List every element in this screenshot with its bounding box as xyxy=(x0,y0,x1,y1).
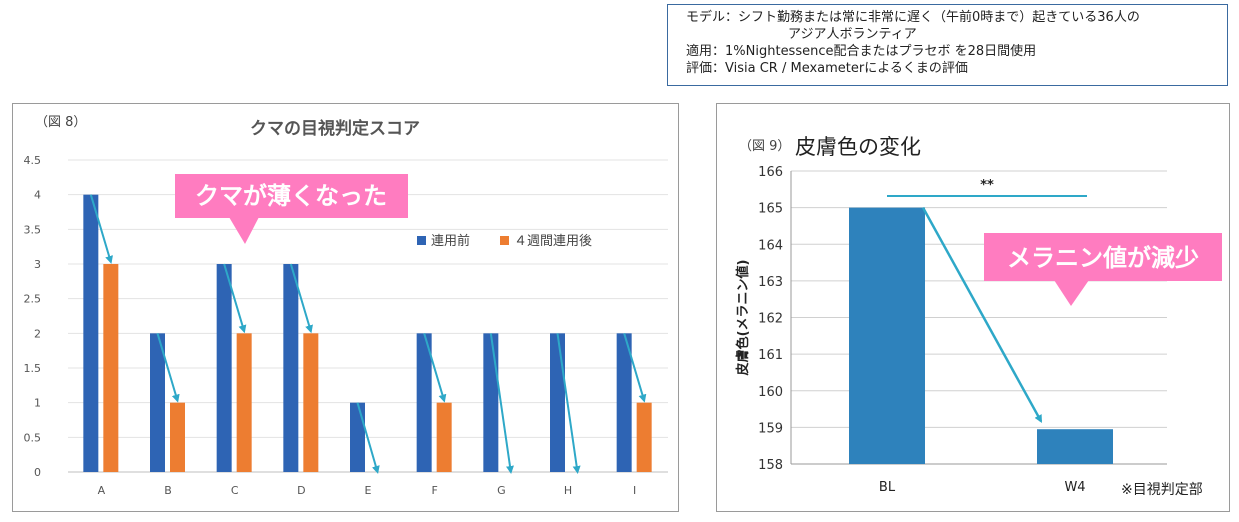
y-tick-label: 158 xyxy=(758,458,783,473)
eval-text: Visia CR / Mexameterによるくまの評価 xyxy=(725,61,968,76)
eval-label: 評価： xyxy=(686,61,726,76)
model-line-2: アジア人ボランティア xyxy=(788,27,917,42)
figure-8-chart: （図 8） クマの目視判定スコア 0 0.5 1 1.5 2 2.5 3 3.5 4 4.5 A B C D E… xyxy=(24,115,668,497)
figure-label: （図 9） xyxy=(739,139,790,154)
x-tick-label: C xyxy=(231,484,239,497)
eval-line: 評価：Visia CR / Mexameterによるくまの評価 xyxy=(686,60,1217,77)
bar-before xyxy=(483,333,499,472)
y-tick-label: 2 xyxy=(34,327,41,340)
model-label: モデル： xyxy=(686,10,739,25)
figure-9-panel: （図 9） 皮膚色の変化 158 159 160 161 162 163 164 165 166 皮膚… xyxy=(716,103,1230,512)
y-tick-label: 1.5 xyxy=(24,362,42,375)
model-text: シフト勤務または常に非常に遅く（午前0時まで）起きている36人の xyxy=(738,10,1140,25)
apply-text: 1%Nightessence配合またはプラセボ を28日間使用 xyxy=(725,44,1037,59)
significance-marker: ** xyxy=(980,178,994,193)
decrease-arrow xyxy=(89,194,113,264)
legend-label-after: ４週間連用後 xyxy=(514,234,592,249)
legend-label-before: 連用前 xyxy=(431,233,470,249)
bar-after xyxy=(236,333,252,472)
bar-before xyxy=(83,194,99,472)
callout-text: クマが薄くなった xyxy=(195,182,387,210)
callout-box xyxy=(175,174,408,218)
bar-before xyxy=(550,333,565,472)
bar-before xyxy=(283,264,299,472)
decrease-arrow xyxy=(156,333,180,403)
bar-after xyxy=(436,402,452,472)
y-tick-label: 2.5 xyxy=(24,293,42,306)
legend-swatch-after xyxy=(500,236,509,245)
y-axis-label: 皮膚色(メラニン値) xyxy=(735,260,751,377)
y-tick-label: 159 xyxy=(758,421,783,436)
apply-label: 適用： xyxy=(686,44,726,59)
bar-before xyxy=(416,333,432,472)
y-tick-label: 160 xyxy=(758,385,783,400)
bar-before xyxy=(216,264,232,472)
apply-line: 適用：1%Nightessence配合またはプラセボ を28日間使用 xyxy=(686,43,1217,60)
callout-pointer xyxy=(229,217,259,244)
y-tick-label: 4 xyxy=(34,189,41,202)
bar-before xyxy=(616,333,632,472)
decrease-arrow xyxy=(289,263,313,334)
footnote: ※目視判定部 xyxy=(1121,482,1203,498)
y-tick-label: 165 xyxy=(758,202,783,217)
study-info-box: モデル：シフト勤務または常に非常に遅く（午前0時まで）起きている36人の アジア… xyxy=(667,4,1228,86)
y-tick-label: 3.5 xyxy=(24,223,42,236)
x-tick-label: F xyxy=(432,484,438,497)
decrease-arrow xyxy=(623,333,647,403)
y-tick-label: 163 xyxy=(758,275,783,290)
legend-swatch-before xyxy=(417,236,426,245)
x-tick-label: D xyxy=(297,484,305,497)
figure-label: （図 8） xyxy=(35,115,86,130)
x-tick-label: B xyxy=(164,484,172,497)
x-tick-label: E xyxy=(365,484,372,497)
decrease-arrow xyxy=(556,333,581,474)
y-tick-label: 1 xyxy=(34,397,41,410)
y-tick-label: 4.5 xyxy=(24,154,42,167)
x-tick-label: G xyxy=(497,484,506,497)
decrease-arrow xyxy=(489,333,514,474)
bar-bl xyxy=(849,207,925,464)
figure-8-panel: （図 8） クマの目視判定スコア 0 0.5 1 1.5 2 2.5 3 3.5 4 4.5 A B C D E… xyxy=(12,103,679,512)
y-tick-label: 166 xyxy=(758,165,783,180)
y-tick-label: 0 xyxy=(34,466,41,479)
x-tick-label: W4 xyxy=(1064,480,1085,495)
callout-text: メラニン値が減少 xyxy=(1007,244,1199,272)
y-tick-label: 3 xyxy=(34,258,41,271)
x-tick-label: H xyxy=(564,484,572,497)
bar-after xyxy=(303,333,319,472)
decrease-arrow xyxy=(356,402,380,474)
decrease-arrow xyxy=(921,207,1043,423)
bar-w4 xyxy=(1037,429,1113,464)
y-tick-label: 161 xyxy=(758,348,783,363)
model-line: モデル：シフト勤務または常に非常に遅く（午前0時まで）起きている36人の xyxy=(686,9,1217,26)
x-tick-label: A xyxy=(98,484,106,497)
decrease-arrow xyxy=(223,263,247,334)
bar-before xyxy=(150,333,165,472)
bar-after xyxy=(636,402,652,472)
x-tick-label: BL xyxy=(879,480,896,495)
decrease-arrow xyxy=(423,333,447,403)
figure-9-chart: （図 9） 皮膚色の変化 158 159 160 161 162 163 164 165 166 皮膚… xyxy=(735,135,1222,498)
bar-after xyxy=(103,264,119,472)
callout-box xyxy=(984,233,1222,281)
y-tick-label: 0.5 xyxy=(24,431,42,444)
y-tick-label: 162 xyxy=(758,312,783,327)
x-tick-label: I xyxy=(633,484,636,497)
bar-before xyxy=(350,402,365,472)
bar-after xyxy=(170,402,185,472)
chart-title: クマの目視判定スコア xyxy=(250,118,420,139)
chart-title: 皮膚色の変化 xyxy=(795,135,921,159)
callout-pointer xyxy=(1054,280,1089,306)
y-tick-label: 164 xyxy=(758,238,783,253)
